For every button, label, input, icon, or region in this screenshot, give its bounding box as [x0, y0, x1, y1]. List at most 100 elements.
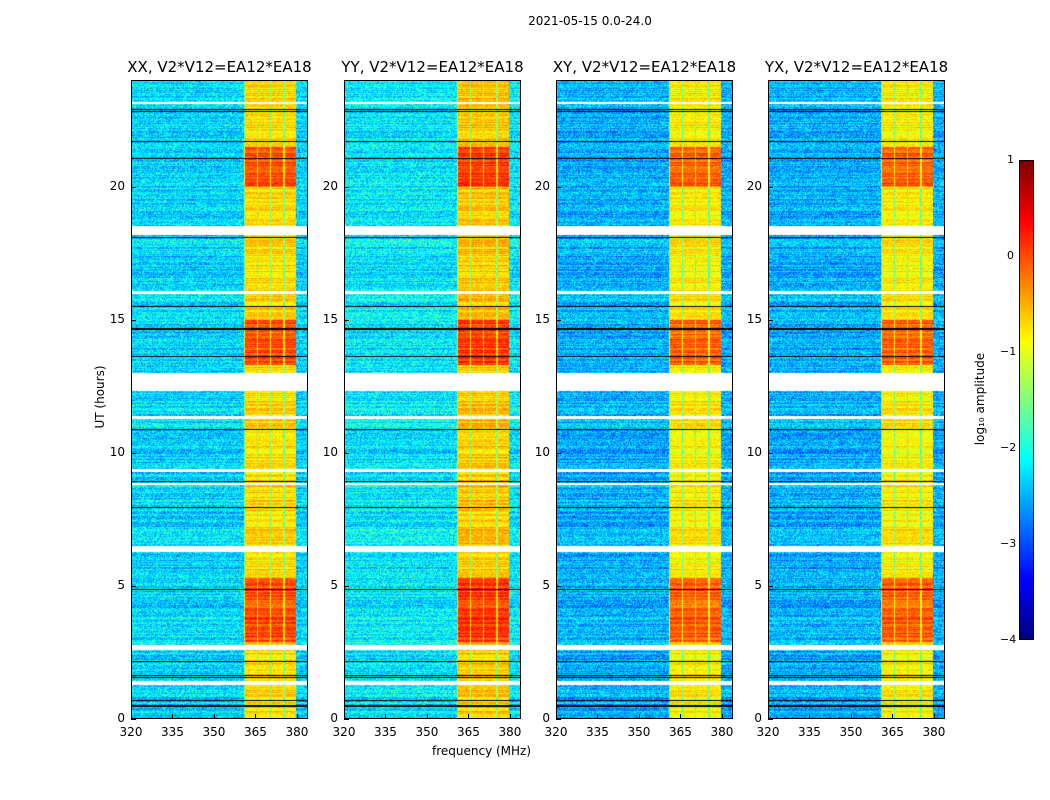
- x-tick-label: 350: [627, 725, 651, 739]
- y-tick-mark: [556, 186, 561, 188]
- x-tick-label: 350: [202, 725, 226, 739]
- y-tick-mark: [131, 452, 136, 454]
- x-tick-mark: [296, 714, 298, 719]
- y-tick-mark: [556, 719, 561, 720]
- x-tick-label: 335: [798, 725, 821, 739]
- panel-1: XX, V2*V12=EA12*EA18 320 335 350 365 380 0 5 10 1…: [110, 58, 312, 739]
- x-tick-mark: [172, 714, 174, 719]
- y-tick-mark: [131, 319, 136, 321]
- x-tick-label: 335: [586, 725, 609, 739]
- panel-2: YY, V2*V12=EA12*EA18 320 335 350 365 380 0 5 10 1…: [323, 58, 524, 739]
- x-tick-mark: [344, 714, 345, 719]
- y-tick-label: 15: [746, 311, 762, 326]
- x-tick-label: 320: [332, 725, 356, 739]
- x-tick-label: 320: [119, 725, 143, 739]
- y-tick-mark: [556, 452, 561, 454]
- y-tick-mark: [344, 186, 349, 188]
- x-tick-label: 335: [161, 725, 184, 739]
- y-tick-label: 20: [534, 178, 550, 193]
- axes-frame: [344, 80, 521, 719]
- panel-title: XX, V2*V12=EA12*EA18: [127, 58, 312, 76]
- colorbar-tick-label: 0: [1007, 249, 1014, 262]
- y-tick-mark: [344, 585, 349, 587]
- y-tick-label: 10: [746, 444, 762, 459]
- x-axis-label: frequency (MHz): [432, 744, 532, 758]
- y-tick-mark: [131, 186, 136, 188]
- heatmap-image: [556, 80, 733, 719]
- colorbar-tick-label: −1: [1000, 345, 1017, 358]
- y-tick-label: 10: [322, 444, 338, 459]
- figure-title: 2021-05-15 0.0-24.0: [528, 14, 652, 28]
- x-tick-label: 365: [457, 725, 480, 739]
- x-tick-label: 365: [881, 725, 904, 739]
- x-tick-mark: [809, 714, 811, 719]
- y-tick-label: 5: [330, 577, 338, 592]
- y-tick-label: 20: [746, 178, 762, 193]
- x-tick-label: 380: [285, 725, 309, 739]
- x-tick-mark: [680, 714, 682, 719]
- y-tick-label: 10: [534, 444, 550, 459]
- colorbar-tick-label: −4: [1000, 633, 1017, 646]
- y-tick-mark: [768, 452, 773, 454]
- y-tick-label: 0: [754, 711, 762, 725]
- colorbar-label: log₁₀ amplitude: [973, 352, 987, 446]
- y-tick-mark: [768, 585, 773, 587]
- y-tick-mark: [556, 585, 561, 587]
- x-tick-label: 320: [544, 725, 568, 739]
- x-tick-label: 350: [839, 725, 863, 739]
- x-tick-label: 365: [244, 725, 267, 739]
- x-tick-mark: [385, 714, 387, 719]
- heatmap-image: [768, 80, 945, 719]
- x-tick-label: 365: [669, 725, 692, 739]
- y-tick-label: 0: [330, 711, 338, 725]
- x-tick-mark: [721, 714, 723, 719]
- y-tick-label: 0: [117, 711, 125, 725]
- y-tick-label: 15: [534, 311, 550, 326]
- y-tick-label: 5: [542, 577, 550, 592]
- y-tick-mark: [344, 719, 349, 720]
- y-tick-label: 20: [109, 178, 125, 193]
- panel-title: YX, V2*V12=EA12*EA18: [764, 58, 949, 76]
- x-tick-mark: [556, 714, 557, 719]
- panel-title: XY, V2*V12=EA12*EA18: [552, 58, 737, 76]
- heatmap-image: [344, 80, 521, 719]
- x-tick-label: 380: [498, 725, 522, 739]
- x-tick-mark: [131, 714, 132, 719]
- y-tick-mark: [768, 719, 773, 720]
- x-tick-mark: [426, 714, 428, 719]
- y-tick-mark: [344, 319, 349, 321]
- x-tick-label: 380: [922, 725, 946, 739]
- y-tick-label: 15: [109, 311, 125, 326]
- x-tick-mark: [768, 714, 769, 719]
- x-tick-mark: [509, 714, 511, 719]
- axes-frame: [768, 80, 945, 719]
- y-axis-label: UT (hours): [93, 365, 107, 429]
- x-tick-label: 350: [415, 725, 439, 739]
- x-tick-mark: [638, 714, 640, 719]
- y-tick-mark: [768, 319, 773, 321]
- panel-title: YY, V2*V12=EA12*EA18: [341, 58, 524, 76]
- panel-3: XY, V2*V12=EA12*EA18 320 335 350 365 380 0 5 10 1…: [535, 58, 736, 739]
- x-tick-mark: [892, 714, 894, 719]
- x-tick-mark: [850, 714, 852, 719]
- panel-4: YX, V2*V12=EA12*EA18 320 335 350 365 380 0 5 10 1…: [747, 58, 948, 739]
- y-tick-label: 15: [322, 311, 338, 326]
- y-tick-label: 10: [109, 444, 125, 459]
- x-tick-mark: [933, 714, 935, 719]
- y-tick-label: 20: [322, 178, 338, 193]
- axes-frame: [556, 80, 733, 719]
- colorbar-tick-label: −3: [1000, 537, 1017, 550]
- x-tick-mark: [597, 714, 599, 719]
- y-tick-label: 0: [542, 711, 550, 725]
- colorbar-tick-label: −2: [1000, 441, 1017, 454]
- y-tick-mark: [556, 319, 561, 321]
- y-tick-label: 5: [117, 577, 125, 592]
- colorbar: [1019, 160, 1034, 640]
- y-tick-mark: [344, 452, 349, 454]
- x-tick-mark: [255, 714, 257, 719]
- x-tick-label: 320: [756, 725, 780, 739]
- x-tick-label: 335: [374, 725, 397, 739]
- y-tick-label: 5: [754, 577, 762, 592]
- y-tick-mark: [131, 719, 136, 720]
